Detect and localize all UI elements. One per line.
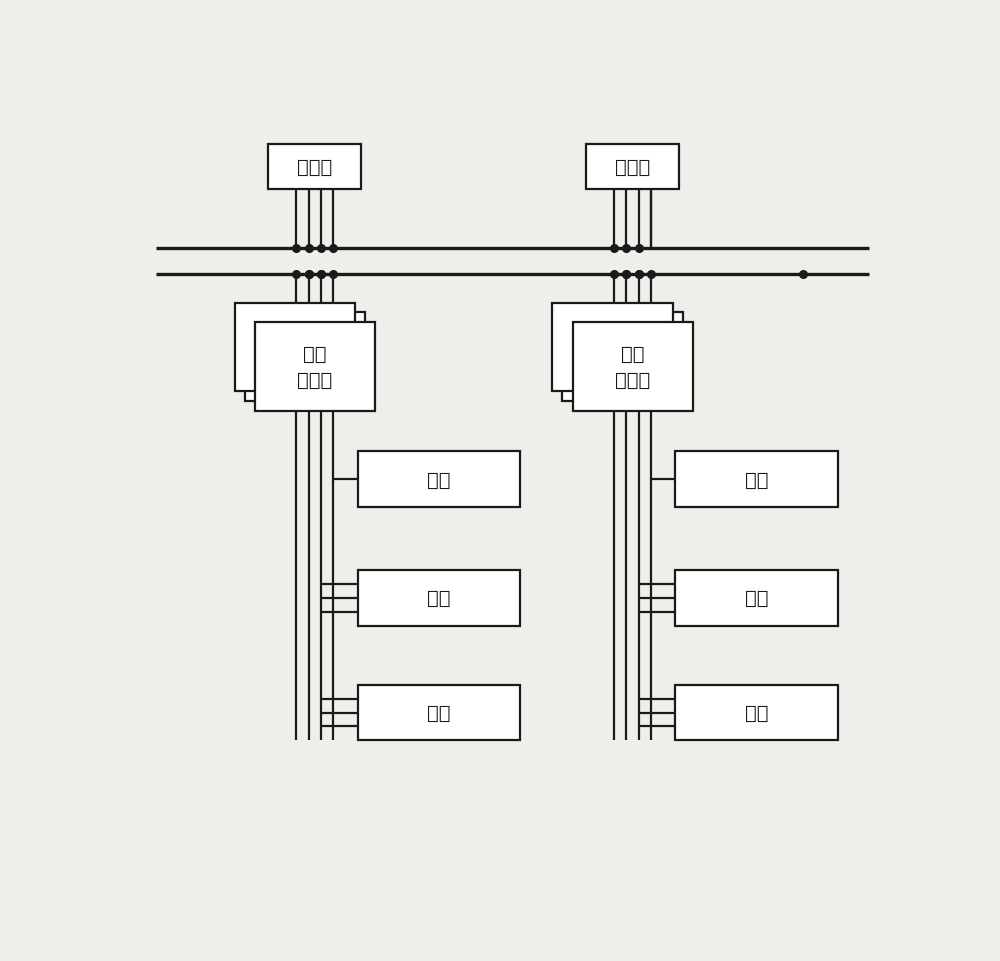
- Text: 机架: 机架: [427, 589, 451, 607]
- Bar: [675, 571, 838, 626]
- Bar: [358, 685, 520, 741]
- Text: 处理
控制器: 处理 控制器: [615, 344, 650, 389]
- Bar: [358, 452, 520, 507]
- Bar: [586, 145, 679, 189]
- Text: 机架: 机架: [427, 703, 451, 723]
- Bar: [235, 304, 355, 392]
- Bar: [255, 323, 375, 411]
- Bar: [675, 452, 838, 507]
- Text: 机架: 机架: [745, 589, 768, 607]
- Bar: [675, 685, 838, 741]
- Bar: [268, 145, 361, 189]
- Bar: [358, 571, 520, 626]
- Text: 工作站: 工作站: [615, 158, 650, 177]
- Text: 处理
控制器: 处理 控制器: [297, 344, 332, 389]
- Text: 工作站: 工作站: [297, 158, 332, 177]
- Bar: [245, 313, 365, 402]
- Bar: [562, 313, 683, 402]
- Bar: [573, 323, 693, 411]
- Text: 机架: 机架: [427, 470, 451, 489]
- Bar: [552, 304, 673, 392]
- Text: 机架: 机架: [745, 470, 768, 489]
- Text: 机架: 机架: [745, 703, 768, 723]
